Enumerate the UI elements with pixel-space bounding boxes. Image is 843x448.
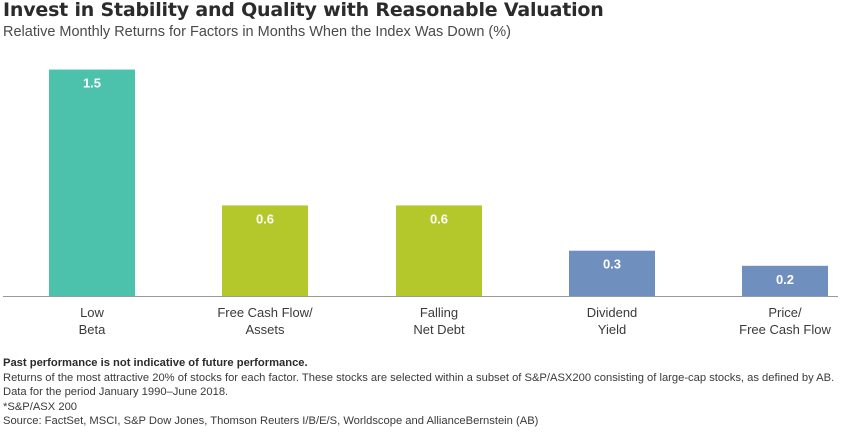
category-label: Dividend — [587, 305, 638, 320]
footnote-index: *S&P/ASX 200 — [3, 400, 78, 413]
category-label: Free Cash Flow/ — [217, 305, 313, 320]
footnote-methodology: Returns of the most attractive 20% of st… — [3, 371, 835, 384]
disclaimer-text: Past performance is not indicative of fu… — [3, 357, 308, 369]
category-label: Net Debt — [413, 322, 465, 337]
category-label: Falling — [420, 305, 458, 320]
bar-value-label: 0.6 — [430, 211, 448, 226]
chart-title: Invest in Stability and Quality with Rea… — [3, 0, 604, 21]
footnote-source: Source: FactSet, MSCI, S&P Dow Jones, Th… — [3, 415, 539, 427]
bar-value-label: 0.6 — [256, 211, 274, 226]
footnote-period: Data for the period January 1990–June 20… — [3, 386, 229, 398]
bar-1 — [49, 69, 135, 296]
category-label: Beta — [79, 322, 107, 337]
category-label: Assets — [245, 322, 285, 337]
footnotes: Past performance is not indicative of fu… — [3, 356, 838, 429]
bar-5 — [742, 265, 828, 296]
bar-3 — [396, 205, 482, 296]
category-label: Low — [80, 305, 104, 320]
chart-subtitle: Relative Monthly Returns for Factors in … — [3, 24, 511, 40]
bar-value-label: 0.3 — [603, 257, 621, 272]
category-label: Price/ — [768, 305, 802, 320]
category-label: Free Cash Flow — [739, 322, 831, 337]
bar-value-label: 1.5 — [83, 76, 101, 91]
bar-2 — [222, 205, 308, 296]
bar-chart: 1.5 Low Beta 0.6 Free Cash Flow/Assets 0.6 Fal… — [3, 69, 838, 337]
bar-4 — [569, 250, 655, 296]
category-label: Yield — [598, 322, 626, 337]
bar-value-label: 0.2 — [776, 272, 794, 287]
